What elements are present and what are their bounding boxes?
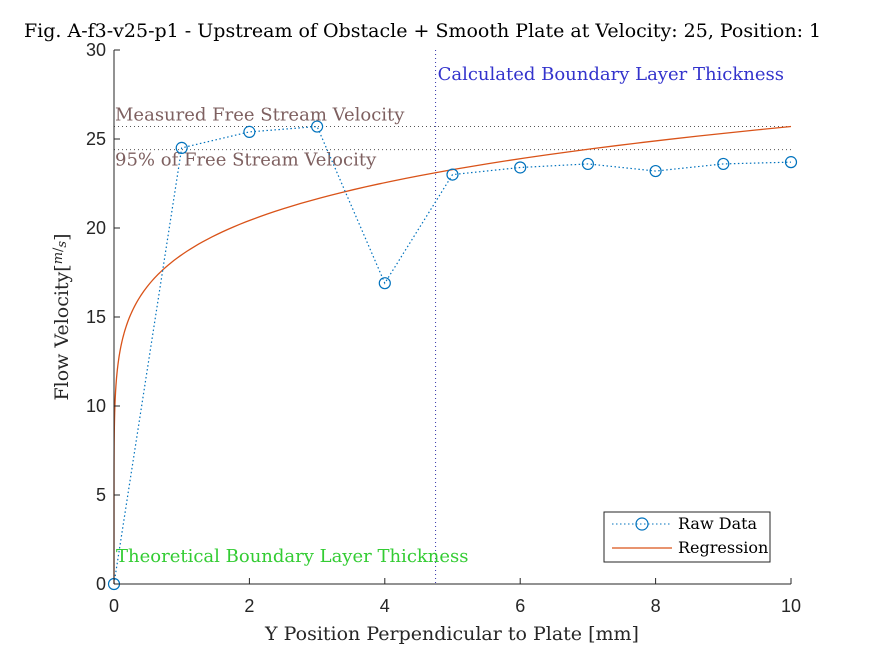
x-tick-label: 6 <box>515 596 525 616</box>
legend-raw-label: Raw Data <box>678 514 758 533</box>
data-point-raw <box>311 120 324 133</box>
data-point-raw <box>784 156 798 169</box>
y-tick-label: 10 <box>86 396 106 416</box>
legend-regression-label: Regression <box>678 538 768 557</box>
y-axis-label: Flow Velocity[m/s] <box>51 233 73 400</box>
x-axis-label: Y Position Perpendicular to Plate [mm] <box>264 623 639 645</box>
ref-line-label: Theoretical Boundary Layer Thickness <box>116 546 469 567</box>
y-axis-label-slash: / <box>51 247 66 252</box>
series-raw-line <box>113 125 792 585</box>
y-axis-label-open: [ <box>51 264 73 271</box>
data-point-raw <box>581 157 595 171</box>
ref-line-label: Calculated Boundary Layer Thickness <box>438 64 784 85</box>
ref-line-label: Measured Free Stream Velocity <box>115 105 405 126</box>
data-point-raw <box>649 164 662 178</box>
x-tick-label: 10 <box>781 596 801 616</box>
plot-area <box>114 50 791 584</box>
data-point-raw <box>378 277 391 290</box>
legend-box <box>603 511 771 563</box>
legend-raw-marker <box>635 517 649 531</box>
y-tick-label: 15 <box>86 307 106 327</box>
y-tick-label: 25 <box>86 129 106 149</box>
ref-line-label: 95% of Free Stream Velocity <box>115 150 377 171</box>
y-axis-label-unit-den: s <box>55 241 70 248</box>
y-tick-label: 30 <box>86 40 106 60</box>
y-tick-label: 5 <box>96 485 106 505</box>
data-point-raw <box>514 161 527 174</box>
x-tick-label: 4 <box>380 596 390 616</box>
y-tick-label: 0 <box>96 574 106 594</box>
x-tick-label: 0 <box>109 596 119 616</box>
data-point-raw <box>446 168 459 181</box>
y-axis-label-close: ] <box>51 233 73 240</box>
legend: Raw Data Regression <box>603 511 771 563</box>
ticks: 0 2 4 6 8 10 0 5 10 15 20 25 30 <box>86 40 801 616</box>
data-point-raw <box>175 141 188 154</box>
y-axis-label-unit-num: m <box>51 252 66 264</box>
y-tick-label: 20 <box>86 218 106 238</box>
y-axis-label-main: Flow Velocity <box>51 271 73 400</box>
chart-title: Fig. A-f3-v25-p1 - Upstream of Obstacle … <box>24 20 821 42</box>
data-point-raw <box>717 157 730 171</box>
data-point-raw <box>243 125 256 138</box>
x-tick-label: 2 <box>244 596 254 616</box>
x-tick-label: 8 <box>651 596 661 616</box>
